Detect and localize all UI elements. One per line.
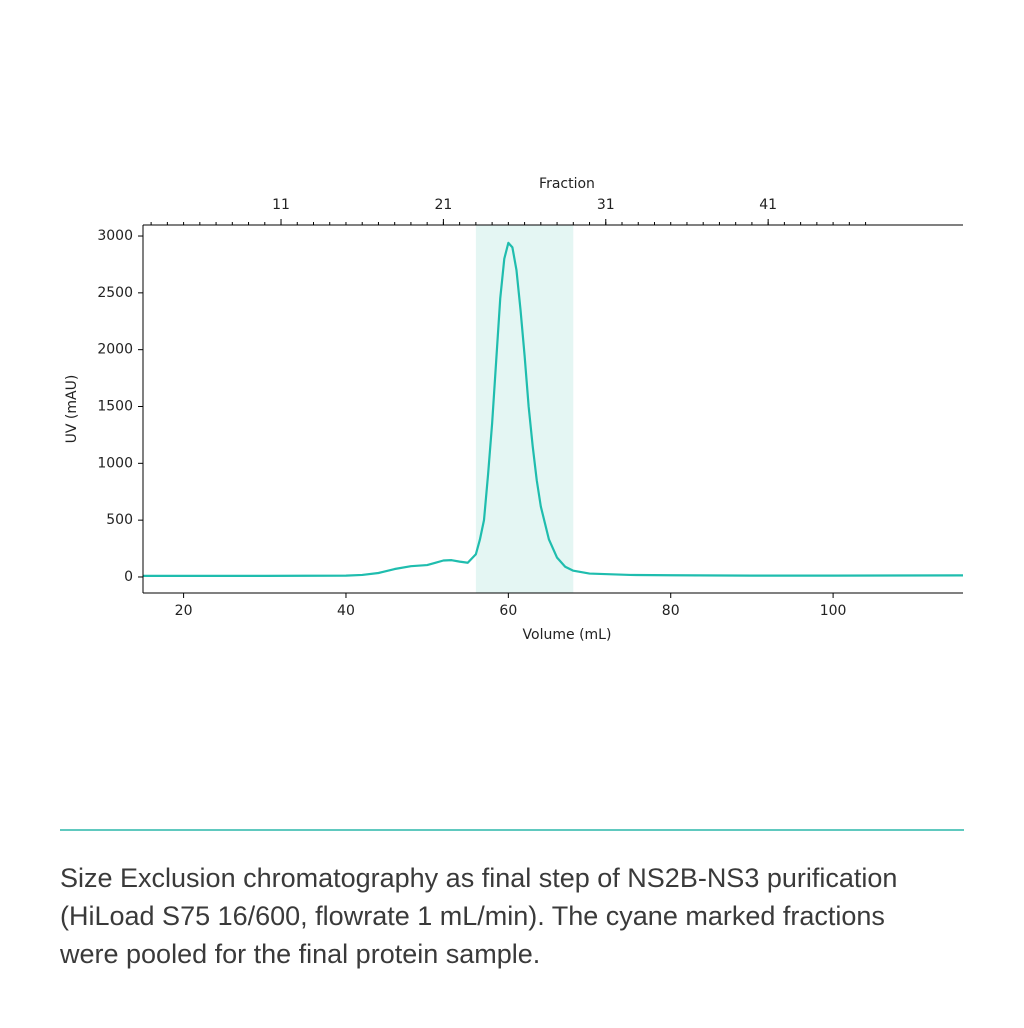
caption-line: Size Exclusion chromatography as final s…	[60, 863, 897, 893]
y-tick-label: 1500	[97, 398, 133, 414]
y-tick-label: 1000	[97, 455, 133, 471]
x2-tick-label: 41	[759, 197, 777, 213]
highlight-band	[475, 225, 574, 593]
x-tick-label: 20	[175, 603, 193, 619]
x-tick-label: 80	[662, 603, 680, 619]
caption-line: (HiLoad S75 16/600, flowrate 1 mL/min). …	[60, 901, 885, 931]
x2-tick-label: 31	[597, 197, 615, 213]
y-tick-label: 500	[106, 512, 133, 528]
y-tick-label: 3000	[97, 228, 133, 244]
x2-tick-label: 11	[272, 197, 290, 213]
y-axis-title: UV (mAU)	[64, 375, 80, 444]
data-line	[143, 241, 964, 577]
x-tick-label: 100	[820, 603, 847, 619]
y-tick-label: 2500	[97, 285, 133, 301]
x2-tick-label: 21	[434, 197, 452, 213]
x-tick-label: 40	[337, 603, 355, 619]
x-axis-title: Volume (mL)	[523, 627, 612, 643]
caption-line: were pooled for the final protein sample…	[59, 939, 540, 969]
x2-axis-title: Fraction	[539, 176, 595, 192]
y-tick-label: 2000	[97, 342, 133, 358]
y-tick-label: 0	[124, 569, 133, 585]
x-tick-label: 60	[499, 603, 517, 619]
